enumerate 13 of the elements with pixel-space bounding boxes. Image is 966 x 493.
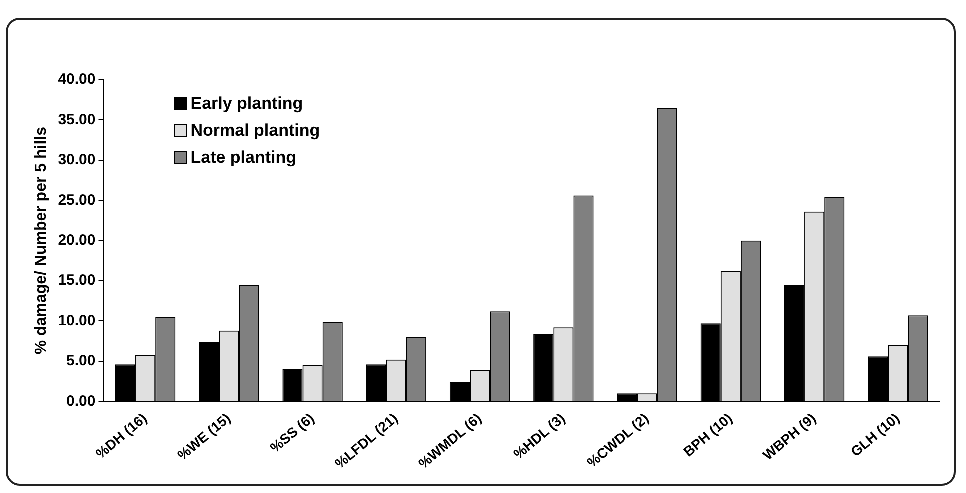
y-tick-label: 20.00 <box>58 232 96 249</box>
y-tick-label: 30.00 <box>58 152 96 169</box>
y-tick-label: 0.00 <box>66 392 96 410</box>
y-tick-label: 25.00 <box>58 192 96 209</box>
y-tick-label: 40.00 <box>58 71 96 88</box>
y-tick-label: 10.00 <box>58 312 96 330</box>
y-tick-label: 35.00 <box>58 111 96 128</box>
legend-label: Normal planting <box>190 120 320 142</box>
y-tick-label: 5.00 <box>66 352 96 370</box>
y-axis-title: % damage/ Number per 5 hills <box>33 126 50 355</box>
legend-label: Late planting <box>190 147 297 169</box>
y-tick-label: 15.00 <box>58 272 96 290</box>
legend-label: Early planting <box>190 93 304 115</box>
